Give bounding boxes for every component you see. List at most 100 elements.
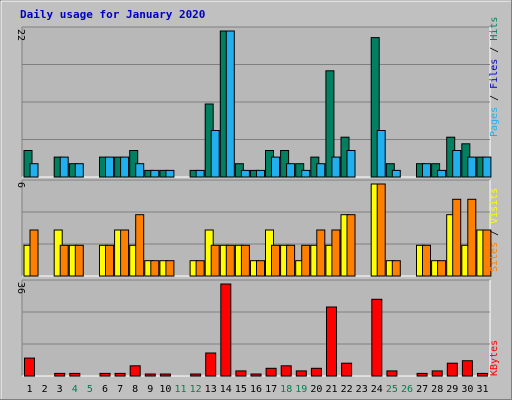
x-tick-label-day-31: 31 <box>476 384 488 395</box>
bar-files-day-29 <box>452 150 462 178</box>
bar-files-day-19 <box>301 169 311 178</box>
bar-sites-day-29 <box>452 198 462 277</box>
legend-entry: Files <box>489 59 500 89</box>
bar-files-day-6 <box>105 156 114 178</box>
panel-visits-sites: 6 Sites / Visits <box>15 179 500 277</box>
y-max-label-visits-sites: 6 <box>15 182 26 188</box>
bar-files-day-18 <box>286 163 296 178</box>
x-tick-label-day-2: 2 <box>42 384 48 395</box>
x-tick-label-day-11: 11 <box>174 384 186 395</box>
x-tick-label-day-14: 14 <box>220 384 232 395</box>
bar-sites-day-16 <box>256 260 265 277</box>
legend-entry: / <box>489 224 500 242</box>
bar-sites-day-18 <box>286 244 296 277</box>
bar-kbytes-day-21 <box>326 306 337 377</box>
legend-visits-sites: Sites / Visits <box>489 188 500 272</box>
bar-kbytes-day-1 <box>24 357 35 377</box>
bar-sites-day-7 <box>120 229 130 277</box>
bar-sites-day-3 <box>59 244 69 277</box>
bar-files-day-3 <box>59 156 69 178</box>
bar-sites-day-30 <box>467 198 477 277</box>
bar-kbytes-day-24 <box>371 298 383 377</box>
x-tick-label-day-25: 25 <box>386 384 398 395</box>
x-tick-label-day-29: 29 <box>446 384 458 395</box>
plot-area-kbytes <box>22 280 490 376</box>
legend-entry: / <box>489 41 500 59</box>
bar-kbytes-day-9 <box>144 373 156 377</box>
bar-sites-day-21 <box>331 229 341 277</box>
bar-sites-day-20 <box>316 229 326 277</box>
bar-kbytes-day-30 <box>461 360 473 377</box>
bar-files-day-25 <box>391 169 401 178</box>
bar-kbytes-day-17 <box>265 367 277 377</box>
bar-files-day-24 <box>376 130 386 178</box>
bar-files-day-8 <box>135 163 145 178</box>
x-tick-label-day-3: 3 <box>57 384 63 395</box>
bar-sites-day-22 <box>346 214 356 277</box>
bar-kbytes-day-18 <box>280 365 292 377</box>
bar-files-day-14 <box>225 30 235 178</box>
x-tick-label-day-23: 23 <box>356 384 368 395</box>
x-tick-label-day-7: 7 <box>117 384 123 395</box>
x-tick-label-day-21: 21 <box>325 384 337 395</box>
bar-files-day-1 <box>29 163 39 178</box>
bar-kbytes-day-28 <box>431 370 443 377</box>
bar-kbytes-day-10 <box>159 373 171 377</box>
x-tick-label-day-26: 26 <box>401 384 413 395</box>
bar-kbytes-day-6 <box>99 372 111 377</box>
bar-kbytes-day-7 <box>114 372 126 377</box>
bar-sites-day-27 <box>422 244 431 277</box>
bar-files-day-16 <box>256 169 265 178</box>
bar-sites-day-4 <box>74 244 84 277</box>
x-tick-label-day-5: 5 <box>87 384 93 395</box>
panel-hits-files-pages: 22 Pages / Files / Hits <box>15 17 500 178</box>
x-tick-label-day-16: 16 <box>250 384 262 395</box>
legend-kbytes: KBytes <box>489 340 500 376</box>
bar-sites-day-9 <box>150 260 160 277</box>
x-tick-label-day-20: 20 <box>310 384 322 395</box>
x-tick-label-day-15: 15 <box>235 384 247 395</box>
bar-sites-day-8 <box>135 214 145 277</box>
bar-kbytes-day-13 <box>205 352 217 377</box>
bar-kbytes-day-31 <box>477 372 488 377</box>
legend-entry: Hits <box>489 17 500 41</box>
y-max-label-hits-files-pages: 22 <box>15 29 26 41</box>
x-tick-label-day-30: 30 <box>461 384 473 395</box>
bar-files-day-4 <box>74 163 84 178</box>
bar-files-day-27 <box>422 163 431 178</box>
bar-sites-day-19 <box>301 244 311 277</box>
bar-kbytes-day-14 <box>220 283 232 377</box>
bar-sites-day-24 <box>376 183 386 277</box>
x-tick-label-day-1: 1 <box>26 384 32 395</box>
bar-files-day-10 <box>165 169 175 178</box>
x-tick-label-day-18: 18 <box>280 384 292 395</box>
bar-sites-day-1 <box>29 229 39 277</box>
bar-files-day-13 <box>210 130 220 178</box>
bar-kbytes-day-15 <box>235 370 247 377</box>
bar-kbytes-day-19 <box>295 370 307 377</box>
x-tick-label-day-28: 28 <box>431 384 443 395</box>
x-tick-label-day-17: 17 <box>265 384 277 395</box>
bar-sites-day-12 <box>195 260 205 277</box>
legend-entry: Pages <box>489 107 500 137</box>
bar-kbytes-day-27 <box>416 372 428 377</box>
bar-files-day-17 <box>271 156 280 178</box>
bar-kbytes-day-4 <box>69 372 81 377</box>
bar-sites-day-14 <box>225 244 235 277</box>
bar-sites-day-10 <box>165 260 175 277</box>
chart-title: Daily usage for January 2020 <box>20 8 205 21</box>
x-tick-label-day-6: 6 <box>102 384 108 395</box>
bar-files-day-21 <box>331 156 341 178</box>
x-tick-label-day-13: 13 <box>205 384 217 395</box>
bar-files-day-31 <box>482 156 492 178</box>
bar-sites-day-15 <box>240 244 250 277</box>
bar-sites-day-13 <box>210 244 220 277</box>
bar-files-day-22 <box>346 150 356 178</box>
x-tick-label-day-4: 4 <box>72 384 78 395</box>
bar-files-day-30 <box>467 156 477 178</box>
bar-kbytes-day-25 <box>386 370 398 377</box>
bar-sites-day-31 <box>482 229 492 277</box>
bar-files-day-20 <box>316 163 326 178</box>
